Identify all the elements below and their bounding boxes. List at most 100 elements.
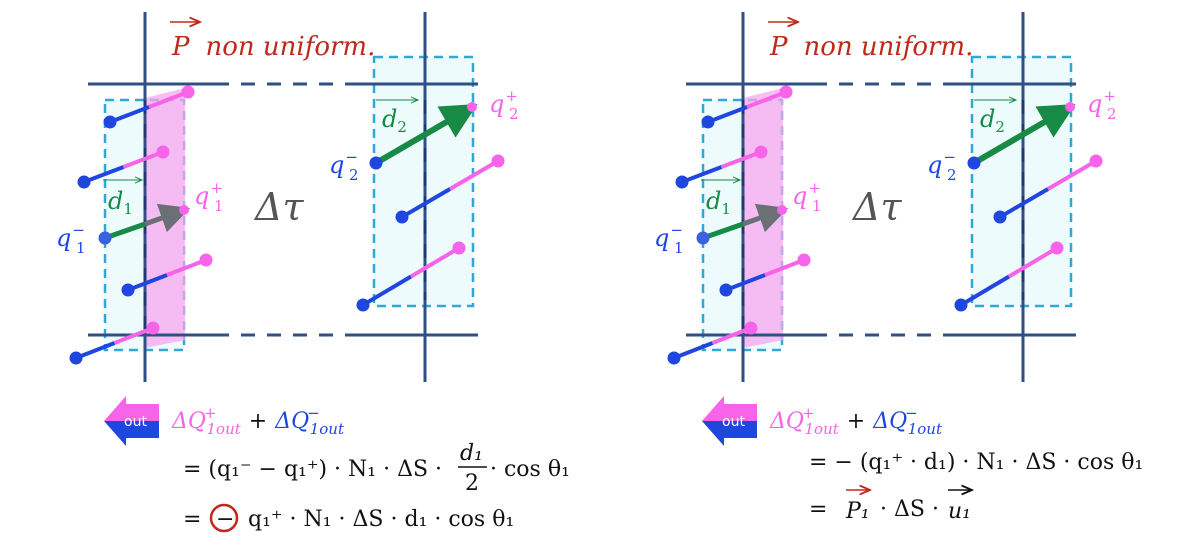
dq-minus-sup: − <box>905 404 918 422</box>
flux-sum-expression: ΔQ+ 1out + ΔQ− 1out <box>171 404 345 438</box>
q2-plus-label-sup: + <box>505 87 518 105</box>
displacement-arrow-icon <box>742 203 789 233</box>
positive-charge <box>452 241 466 255</box>
d1-label: d1 <box>706 187 731 218</box>
negative-charge <box>103 115 117 129</box>
displacement-d2 <box>374 103 478 166</box>
q2-positive-charge <box>467 102 477 112</box>
q1-plus-label-sup: + <box>808 179 821 197</box>
q1-plus-label-sub: 1 <box>812 197 822 215</box>
q1-plus-label-base: q <box>194 182 209 210</box>
q2-plus-label-sup: + <box>1103 87 1116 105</box>
dipole <box>395 154 505 224</box>
q1-plus-label-sub: 1 <box>214 197 224 215</box>
out-label: out <box>722 414 745 430</box>
q1-plus-label: q+ 1 <box>194 179 224 215</box>
d2-label: d2 <box>980 105 1005 136</box>
q1-minus-label-base: q <box>654 224 669 252</box>
q2-positive-charge <box>1065 102 1075 112</box>
q1-minus-label: q− 1 <box>654 221 684 257</box>
out-label: out <box>124 414 147 430</box>
circled-minus: − <box>216 507 234 532</box>
dq-minus-sub: 1out <box>310 420 345 438</box>
displacement-d1 <box>104 221 146 241</box>
q1-plus-label: q+ 1 <box>792 179 822 215</box>
dipole <box>954 241 1064 312</box>
negative-charge <box>954 298 968 312</box>
dipole <box>719 253 811 297</box>
q2-plus-label: q+ 2 <box>489 87 519 123</box>
negative-charge <box>993 210 1007 224</box>
dipole <box>121 253 213 297</box>
equals-sign: = <box>183 507 201 532</box>
delta-tau-label: Δτ <box>253 185 304 229</box>
positive-charge <box>181 85 195 99</box>
q2-plus-label-sub: 2 <box>1107 105 1117 123</box>
flux-sum-expression: ΔQ+ 1out + ΔQ− 1out <box>769 404 943 438</box>
dq-plus-sub: 1out <box>805 420 840 438</box>
negative-charge <box>395 210 409 224</box>
dipole <box>701 85 793 129</box>
fraction-denominator: 2 <box>465 471 479 496</box>
q1-negative-charge <box>696 231 710 245</box>
q2-minus-label: q− 2 <box>927 148 957 184</box>
q1-minus-label-sup: − <box>72 221 85 239</box>
dq-minus-sup: − <box>307 404 320 422</box>
out-arrow-icon: out <box>104 396 159 446</box>
q2-minus-label: q− 2 <box>329 148 359 184</box>
q2-minus-label-base: q <box>927 151 942 179</box>
positive-charge <box>1089 154 1103 168</box>
d2-sub: 2 <box>397 118 407 136</box>
q2-minus-label-sub: 2 <box>349 166 359 184</box>
q1-minus-label-sub: 1 <box>76 239 86 257</box>
equation-line-1: = − (q₁⁺ · d₁) · N₁ · ΔS · cos θ₁ <box>809 450 1143 475</box>
q2-plus-label-base: q <box>1087 90 1102 118</box>
d2-label: d2 <box>382 105 407 136</box>
q1-minus-label-base: q <box>56 224 71 252</box>
positive-charge <box>754 145 768 159</box>
q2-minus-label-sup: − <box>345 148 358 166</box>
positive-charge <box>1050 241 1064 255</box>
positive-charge <box>146 321 160 335</box>
dq-minus-sub: 1out <box>908 420 943 438</box>
negative-charge <box>667 351 681 365</box>
negative-charge <box>675 175 689 189</box>
d2-sub: 2 <box>995 118 1005 136</box>
d2-base: d <box>980 105 995 133</box>
q2-minus-label-base: q <box>329 151 344 179</box>
dipole <box>77 145 170 189</box>
d1-base: d <box>108 187 123 215</box>
negative-charge <box>701 115 715 129</box>
plus-sign: + <box>847 409 865 434</box>
d1-label: d1 <box>108 187 133 218</box>
delta-tau-label: Δτ <box>851 185 902 229</box>
displacement-arrow-icon <box>144 203 191 233</box>
q1-negative-charge <box>98 231 112 245</box>
negative-charge <box>77 175 91 189</box>
plus-sign: + <box>249 409 267 434</box>
equation-line-1: = (q₁⁻ − q₁⁺) · N₁ · ΔS · <box>183 457 442 482</box>
q2-minus-label-sub: 2 <box>947 166 957 184</box>
negative-charge <box>121 283 135 297</box>
d1-base: d <box>706 187 721 215</box>
positive-charge <box>744 321 758 335</box>
equation-line-2: · ΔS · <box>880 497 939 522</box>
out-arrow-icon: out <box>702 396 757 446</box>
q2-plus-label-base: q <box>489 90 504 118</box>
title-text: non uniform. <box>804 32 974 62</box>
fraction-numerator: d₁ <box>460 441 483 466</box>
displacement-d2 <box>972 103 1076 166</box>
q1-minus-label-sub: 1 <box>674 239 684 257</box>
dq-plus-sup: + <box>802 404 815 422</box>
equation-line-1-tail: · cos θ₁ <box>490 457 570 482</box>
dq-minus: ΔQ <box>274 409 309 434</box>
p1-vector: P₁ <box>845 499 870 524</box>
q2-minus-label-sup: − <box>943 148 956 166</box>
vector-p-label: P <box>769 32 788 62</box>
displacement-d1 <box>702 221 744 241</box>
